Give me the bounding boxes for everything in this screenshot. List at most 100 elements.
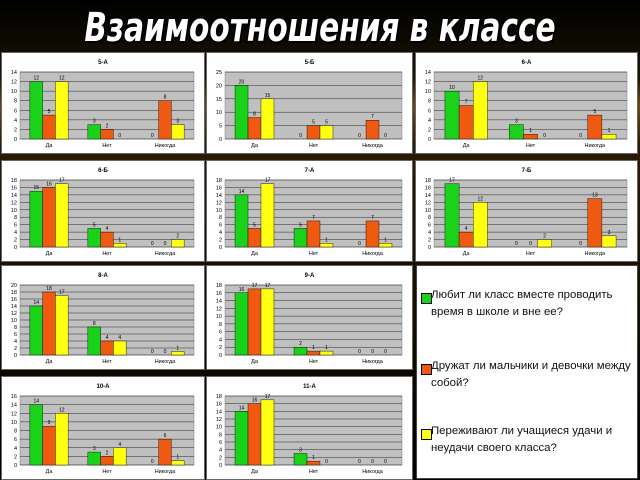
x-tick-label: Нет bbox=[102, 359, 112, 365]
bar-yellow bbox=[260, 288, 275, 356]
y-tick-label: 0 bbox=[14, 463, 17, 469]
bar-orange bbox=[587, 198, 603, 248]
y-tick-label: 14 bbox=[11, 304, 17, 310]
y-tick-label: 12 bbox=[216, 200, 222, 206]
data-label: 0 bbox=[151, 349, 154, 355]
bar-yellow bbox=[55, 413, 69, 466]
bar-green bbox=[293, 347, 308, 356]
data-label: 2 bbox=[106, 123, 109, 129]
x-tick-label: Никогда bbox=[585, 251, 607, 257]
data-label: 17 bbox=[59, 290, 65, 296]
chart-panel-7b: 7-Б 0 2 4 6 8 10 12 14 16 18 17 4 12 Да 0 0 2 Нет 0 13 3 Никог… bbox=[415, 160, 638, 262]
legend-swatch-yellow bbox=[421, 429, 432, 440]
y-tick-label: 6 bbox=[14, 437, 17, 443]
y-tick-label: 0 bbox=[14, 137, 17, 143]
data-label: 0 bbox=[151, 133, 154, 139]
chart-title: 8-А bbox=[98, 273, 108, 279]
data-label: 1 bbox=[608, 128, 611, 134]
data-label: 3 bbox=[299, 448, 302, 454]
chart-panel-5a: 5-А 0 2 4 6 8 10 12 14 12 5 12 Да 3 2 0 Нет 0 8 3 Никогда bbox=[1, 52, 205, 154]
bar-orange bbox=[306, 220, 321, 248]
chart-title: 11-А bbox=[303, 384, 316, 390]
bar-yellow bbox=[171, 460, 185, 466]
bar-yellow bbox=[171, 239, 185, 248]
y-tick-label: 0 bbox=[14, 245, 17, 251]
y-tick-label: 14 bbox=[216, 409, 222, 415]
chart-svg: 7-А02468101214161814517Да571Нет071Никогд… bbox=[216, 168, 403, 257]
data-label: 7 bbox=[371, 114, 374, 120]
bar-yellow bbox=[260, 98, 275, 140]
data-label: 0 bbox=[358, 349, 361, 355]
x-tick-label: Да bbox=[463, 143, 471, 149]
bar-green bbox=[444, 90, 460, 140]
y-tick-label: 4 bbox=[428, 118, 431, 124]
bar-green bbox=[234, 194, 249, 248]
x-tick-label: Нет bbox=[526, 143, 536, 149]
bar-green bbox=[509, 124, 524, 140]
bar-green bbox=[87, 228, 101, 248]
data-label: 5 bbox=[48, 109, 51, 115]
bar-yellow bbox=[473, 202, 488, 248]
bar-yellow bbox=[55, 81, 69, 140]
data-label: 16 bbox=[252, 398, 258, 404]
data-label: 0 bbox=[358, 241, 361, 247]
x-tick-label: Никогда bbox=[155, 251, 177, 257]
y-tick-label: 0 bbox=[219, 245, 222, 251]
data-label: 6 bbox=[164, 433, 167, 439]
chart-panel-6a: 6-А 0 2 4 6 8 10 12 14 10 7 12 Да 3 1 0 Нет 0 5 1 Никогда bbox=[415, 52, 638, 154]
bar-orange bbox=[458, 231, 474, 248]
bar-yellow bbox=[113, 340, 127, 356]
data-label: 7 bbox=[465, 100, 468, 106]
y-tick-label: 0 bbox=[219, 463, 222, 469]
bar-orange bbox=[247, 288, 262, 356]
y-tick-label: 6 bbox=[14, 332, 17, 338]
data-label: 15 bbox=[265, 93, 271, 99]
bar-orange bbox=[158, 438, 172, 466]
data-label: 0 bbox=[384, 133, 387, 139]
y-tick-label: 4 bbox=[219, 230, 222, 236]
y-tick-label: 8 bbox=[219, 322, 222, 328]
data-label: 4 bbox=[106, 226, 109, 232]
bar-yellow bbox=[319, 243, 334, 248]
bar-yellow bbox=[171, 351, 185, 356]
y-tick-label: 8 bbox=[14, 325, 17, 331]
data-label: 5 bbox=[312, 120, 315, 126]
x-tick-label: Нет bbox=[526, 251, 536, 257]
data-label: 14 bbox=[239, 405, 245, 411]
data-label: 3 bbox=[93, 446, 96, 452]
y-tick-label: 12 bbox=[11, 80, 17, 86]
y-tick-label: 4 bbox=[428, 230, 431, 236]
bar-yellow bbox=[171, 124, 185, 140]
bar-orange bbox=[365, 220, 380, 248]
data-label: 8 bbox=[93, 321, 96, 327]
bar-green bbox=[234, 292, 249, 356]
bar-green bbox=[87, 451, 101, 466]
y-tick-label: 8 bbox=[14, 99, 17, 105]
y-tick-label: 2 bbox=[14, 127, 17, 133]
y-tick-label: 18 bbox=[425, 178, 431, 184]
y-tick-label: 16 bbox=[11, 185, 17, 191]
data-label: 8 bbox=[253, 112, 256, 118]
y-tick-label: 12 bbox=[11, 311, 17, 317]
y-tick-label: 4 bbox=[219, 337, 222, 343]
chart-svg: 10-А 0 2 4 6 8 10 12 14 16 14 9 12 Да 3 2 4 Нет 0 6 1 Никогда bbox=[11, 384, 195, 475]
data-label: 8 bbox=[164, 95, 167, 101]
y-tick-label: 2 bbox=[219, 238, 222, 244]
y-tick-label: 6 bbox=[14, 223, 17, 229]
y-tick-label: 14 bbox=[425, 70, 431, 76]
chart-panel-6b: 6-Б 0 2 4 6 8 10 12 14 16 18 15 16 17 Да 5 4 1 Нет 0 0 2 Никог… bbox=[1, 160, 205, 262]
y-tick-label: 18 bbox=[216, 394, 222, 400]
data-label: 2 bbox=[543, 234, 546, 240]
y-tick-label: 6 bbox=[219, 440, 222, 446]
legend-swatch-orange bbox=[421, 364, 432, 375]
data-label: 3 bbox=[515, 119, 518, 125]
bar-orange bbox=[247, 403, 262, 466]
y-tick-label: 4 bbox=[14, 118, 17, 124]
chart-panel-8a: 8-А 0 2 4 6 8 10 12 14 16 18 20 14 18 17 Да 8 4 4 Нет 0 0 1 Ник… bbox=[1, 265, 205, 370]
x-tick-label: Никогда bbox=[362, 469, 384, 475]
bar-green bbox=[87, 124, 101, 140]
bar-green bbox=[444, 183, 460, 248]
